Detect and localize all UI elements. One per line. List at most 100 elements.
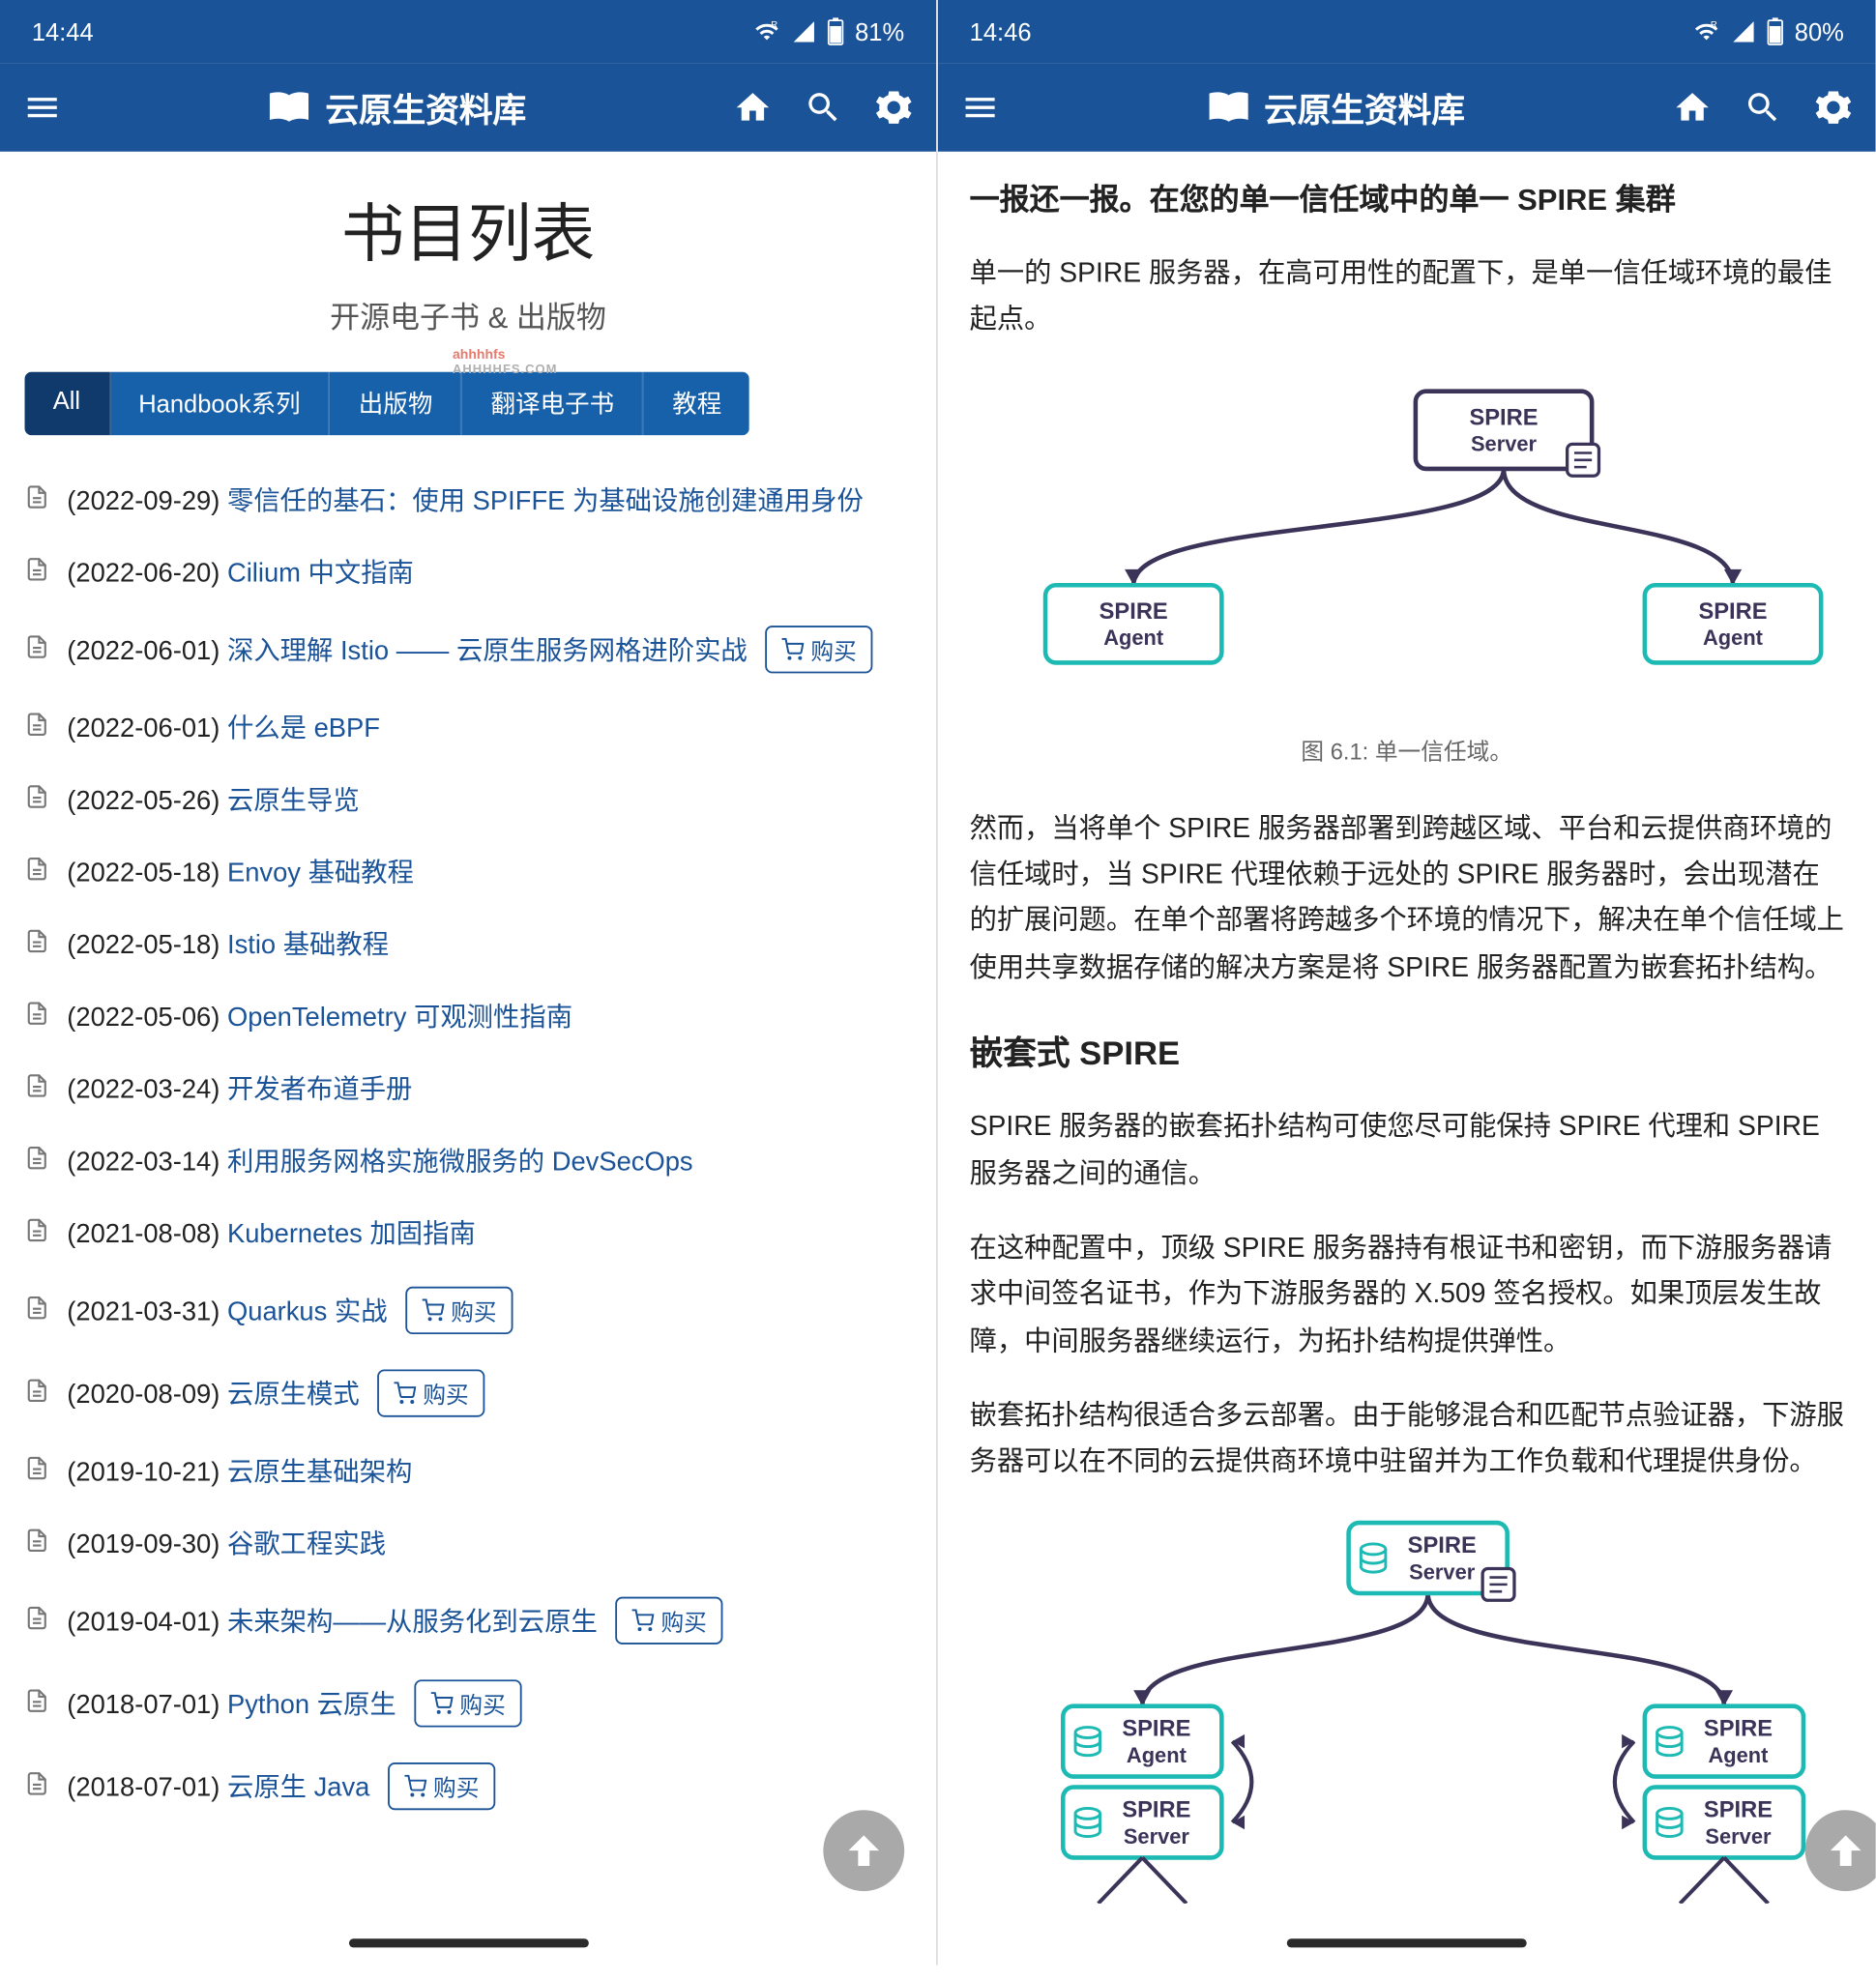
item-date: (2022-06-01) (67, 636, 220, 666)
item-link[interactable]: 未来架构——从服务化到云原生 (227, 1608, 598, 1638)
item-link[interactable]: 开发者布道手册 (227, 1075, 412, 1105)
search-icon[interactable] (799, 83, 848, 132)
buy-button[interactable]: 购买 (615, 1597, 722, 1645)
document-icon (25, 1215, 50, 1250)
document-icon (25, 1768, 50, 1803)
settings-icon[interactable] (1808, 83, 1858, 132)
app-bar: 云原生资料库 (0, 64, 936, 152)
filter-tab[interactable]: All (25, 372, 111, 436)
svg-text:Agent: Agent (1127, 1743, 1187, 1767)
status-time: 14:46 (970, 17, 1032, 45)
svg-text:SPIRE: SPIRE (1408, 1533, 1477, 1558)
item-link[interactable]: 云原生 Java (227, 1773, 369, 1803)
item-link[interactable]: Envoy 基础教程 (227, 859, 414, 888)
buy-button[interactable]: 购买 (377, 1369, 484, 1416)
item-link[interactable]: 云原生模式 (227, 1380, 360, 1410)
item-link[interactable]: 谷歌工程实践 (227, 1529, 386, 1559)
item-link[interactable]: Kubernetes 加固指南 (227, 1220, 476, 1250)
filter-tab[interactable]: 教程 (644, 372, 749, 436)
item-link[interactable]: 云原生导览 (227, 786, 360, 816)
list-item: (2022-06-20) Cilium 中文指南 (25, 553, 912, 590)
item-link[interactable]: Python 云原生 (227, 1690, 396, 1720)
svg-text:Agent: Agent (1709, 1743, 1770, 1767)
svg-text:Agent: Agent (1703, 625, 1764, 649)
item-link[interactable]: 利用服务网格实施微服务的 DevSecOps (227, 1148, 693, 1178)
document-icon (25, 999, 50, 1034)
list-item: (2018-07-01) Python 云原生 购买 (25, 1679, 912, 1727)
app-title: 云原生资料库 (1005, 84, 1667, 131)
svg-text:Server: Server (1124, 1823, 1190, 1848)
item-link[interactable]: OpenTelemetry 可观测性指南 (227, 1003, 572, 1033)
nav-handle[interactable] (348, 1938, 588, 1947)
figure-caption: 图 6.1: 单一信任域。 (970, 733, 1844, 772)
filter-tab[interactable]: 翻译电子书 (462, 372, 644, 436)
buy-button[interactable]: 购买 (405, 1287, 513, 1334)
buy-button[interactable]: 购买 (414, 1679, 521, 1727)
list-item: (2019-09-30) 谷歌工程实践 (25, 1525, 912, 1561)
svg-text:SPIRE: SPIRE (1704, 1716, 1773, 1741)
home-icon[interactable] (1668, 83, 1717, 132)
filter-tab[interactable]: 出版物 (331, 372, 463, 436)
article-p4: 在这种配置中，顶级 SPIRE 服务器持有根证书和密钥，而下游服务器请求中间签名… (970, 1227, 1844, 1366)
item-link[interactable]: 深入理解 Istio —— 云原生服务网格进阶实战 (227, 636, 747, 666)
item-date: (2022-05-06) (67, 1003, 220, 1033)
item-link[interactable]: 什么是 eBPF (227, 713, 380, 743)
item-link[interactable]: Cilium 中文指南 (227, 559, 414, 589)
item-link[interactable]: Quarkus 实战 (227, 1297, 388, 1327)
item-date: (2022-06-01) (67, 713, 220, 743)
document-icon (25, 1376, 50, 1411)
list-item: (2018-07-01) 云原生 Java 购买 (25, 1762, 912, 1810)
article-p2: 然而，当将单个 SPIRE 服务器部署到跨越区域、平台和云提供商环境的信任域时，… (970, 806, 1844, 992)
app-bar: 云原生资料库 (938, 64, 1876, 152)
list-item: (2019-10-21) 云原生基础架构 (25, 1452, 912, 1489)
item-date: (2020-08-09) (67, 1380, 220, 1410)
diagram-single-trust: SPIREServer SPIREAgentSPIREAgent (975, 373, 1838, 722)
svg-text:SPIRE: SPIRE (1704, 1797, 1773, 1822)
item-link[interactable]: 零信任的基石：使用 SPIFFE 为基础设施创建通用身份 (227, 486, 864, 516)
book-list: (2022-09-29) 零信任的基石：使用 SPIFFE 为基础设施创建通用身… (25, 481, 912, 1811)
item-date: (2021-08-08) (67, 1220, 220, 1250)
filter-tabs: AllHandbook系列出版物翻译电子书教程 (25, 372, 750, 436)
settings-icon[interactable] (869, 83, 919, 132)
document-icon (25, 482, 50, 517)
document-icon (25, 1293, 50, 1327)
home-icon[interactable] (728, 83, 777, 132)
article-p3: SPIRE 服务器的嵌套拓扑结构可使您尽可能保持 SPIRE 代理和 SPIRE… (970, 1106, 1844, 1199)
search-icon[interactable] (1738, 83, 1787, 132)
battery-icon (827, 17, 844, 45)
menu-icon[interactable] (17, 83, 67, 132)
article-p5: 嵌套拓扑结构很适合多云部署。由于能够混合和匹配节点验证器，下游服务器可以在不同的… (970, 1394, 1844, 1487)
status-battery: 80% (1795, 17, 1844, 45)
document-icon (25, 1143, 50, 1178)
item-date: (2022-03-14) (67, 1148, 220, 1178)
wifi-icon: R (752, 19, 780, 44)
diagram-nested: SPIREServer SPIREAgent SPIREServer SPIRE… (975, 1515, 1838, 1903)
battery-icon (1767, 17, 1784, 45)
item-date: (2021-03-31) (67, 1297, 220, 1327)
nav-handle[interactable] (1287, 1938, 1527, 1947)
list-item: (2021-03-31) Quarkus 实战 购买 (25, 1287, 912, 1334)
item-date: (2022-06-20) (67, 559, 220, 589)
article-content[interactable]: 一报还一报。在您的单一信任域中的单一 SPIRE 集群 单一的 SPIRE 服务… (938, 152, 1876, 1932)
svg-text:Server: Server (1409, 1559, 1476, 1584)
svg-text:R: R (771, 20, 777, 31)
item-date: (2022-09-29) (67, 486, 220, 516)
status-bar: 14:46 R 80% (938, 0, 1876, 64)
filter-tab[interactable]: Handbook系列 (110, 372, 331, 436)
status-bar: 14:44 R 81% (0, 0, 936, 64)
buy-button[interactable]: 购买 (765, 626, 872, 673)
document-icon (25, 1526, 50, 1560)
item-date: (2022-05-26) (67, 786, 220, 816)
list-item: (2021-08-08) Kubernetes 加固指南 (25, 1214, 912, 1251)
buy-button[interactable]: 购买 (388, 1762, 495, 1810)
status-right: R 81% (752, 17, 904, 45)
list-item: (2022-03-24) 开发者布道手册 (25, 1070, 912, 1107)
item-link[interactable]: 云原生基础架构 (227, 1458, 412, 1488)
article-p1: 单一的 SPIRE 服务器，在高可用性的配置下，是单一信任域环境的最佳起点。 (970, 251, 1844, 344)
list-item: (2020-08-09) 云原生模式 购买 (25, 1369, 912, 1416)
status-battery: 81% (855, 17, 904, 45)
menu-icon[interactable] (955, 83, 1005, 132)
list-item: (2022-05-06) OpenTelemetry 可观测性指南 (25, 998, 912, 1034)
item-link[interactable]: Istio 基础教程 (227, 931, 389, 961)
scroll-top-button[interactable] (823, 1810, 904, 1891)
